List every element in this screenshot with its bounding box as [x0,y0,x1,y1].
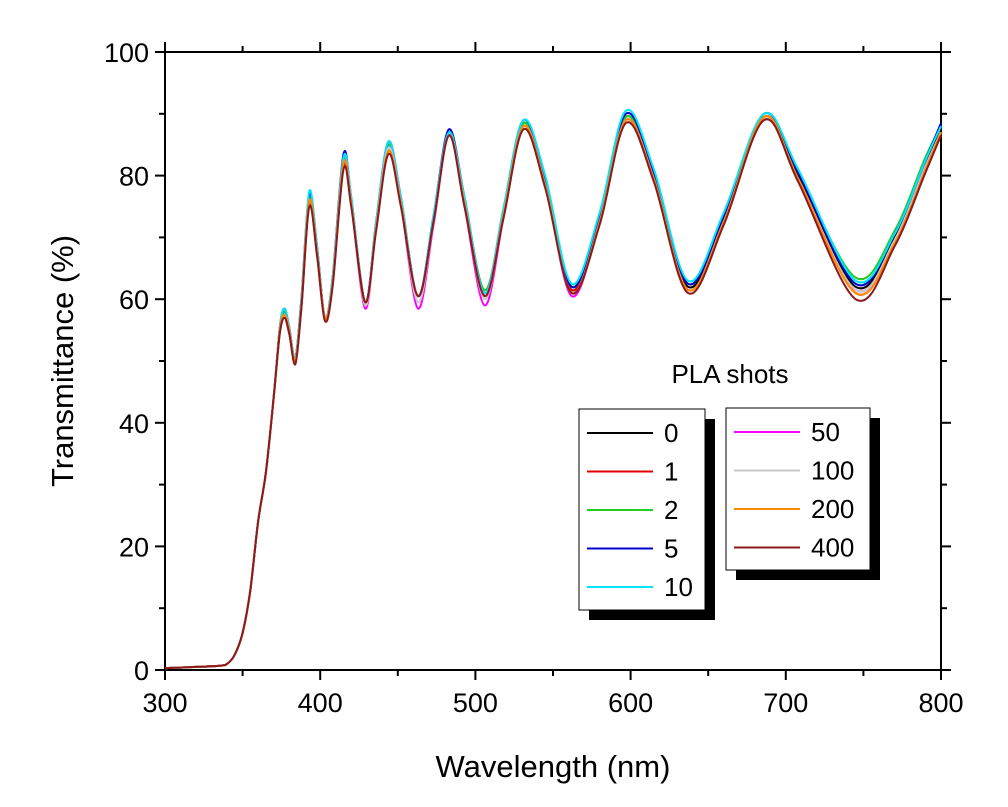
x-axis-title: Wavelength (nm) [436,749,671,784]
x-tick-label: 500 [453,688,498,718]
legend-label-50: 50 [811,417,840,447]
legend-label-10: 10 [664,572,693,602]
x-tick-label: 600 [608,688,653,718]
y-tick-label: 40 [119,409,149,439]
x-tick-label: 700 [763,688,808,718]
y-axis-title: Transmittance (%) [45,235,80,487]
y-tick-label: 60 [119,285,149,315]
legend: 0 1 2 5 10 50 100 200 400 [578,407,880,620]
legend-box [725,407,871,571]
legend-label-5: 5 [664,534,678,564]
y-tick-label: 80 [119,162,149,192]
legend-label-0: 0 [664,418,678,448]
y-tick-label: 0 [134,656,149,686]
legend-title: PLA shots [671,359,788,389]
legend-label-1: 1 [664,457,678,487]
axis-ticks [155,42,951,680]
legend-label-200: 200 [811,494,854,524]
y-tick-label: 20 [119,532,149,562]
x-tick-label: 400 [298,688,343,718]
x-tick-label: 800 [918,688,963,718]
x-tick-label: 300 [142,688,187,718]
legend-label-400: 400 [811,533,854,563]
legend-label-2: 2 [664,495,678,525]
series-lines [164,108,942,670]
y-tick-label: 100 [104,38,149,68]
series-line-400 [164,118,942,670]
legend-label-100: 100 [811,456,854,486]
